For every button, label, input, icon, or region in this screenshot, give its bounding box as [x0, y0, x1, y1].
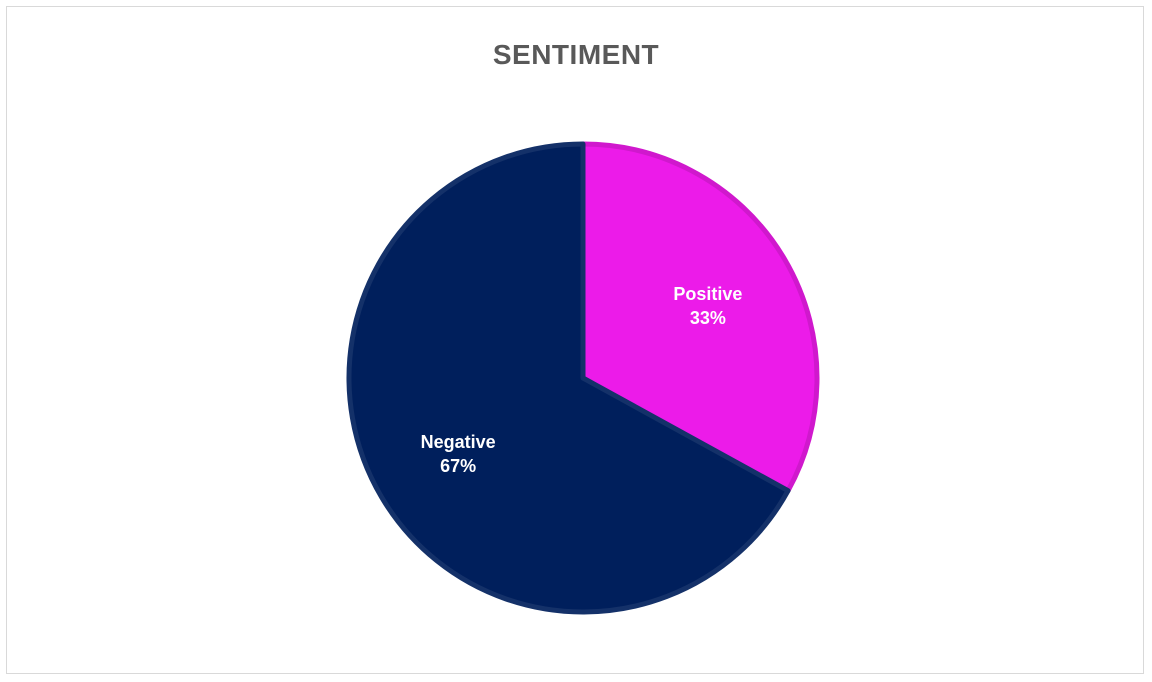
value-label: 67% [440, 456, 476, 476]
chart-area: SENTIMENT Positive 33% Negative 67% [6, 6, 1144, 674]
category-label: Positive [673, 284, 742, 304]
pie-label-positive: Positive 33% [673, 284, 742, 328]
pie-labels: Positive 33% Negative 67% [421, 284, 743, 476]
pie-chart: Positive 33% Negative 67% [346, 141, 820, 615]
chart-title: SENTIMENT [492, 39, 660, 70]
pie-label-negative: Negative 67% [421, 432, 496, 476]
pie-slice-positive [580, 141, 820, 494]
pie-slices [346, 141, 820, 615]
pie-slice-negative [346, 141, 791, 615]
value-label: 33% [690, 308, 726, 328]
category-label: Negative [421, 432, 496, 452]
